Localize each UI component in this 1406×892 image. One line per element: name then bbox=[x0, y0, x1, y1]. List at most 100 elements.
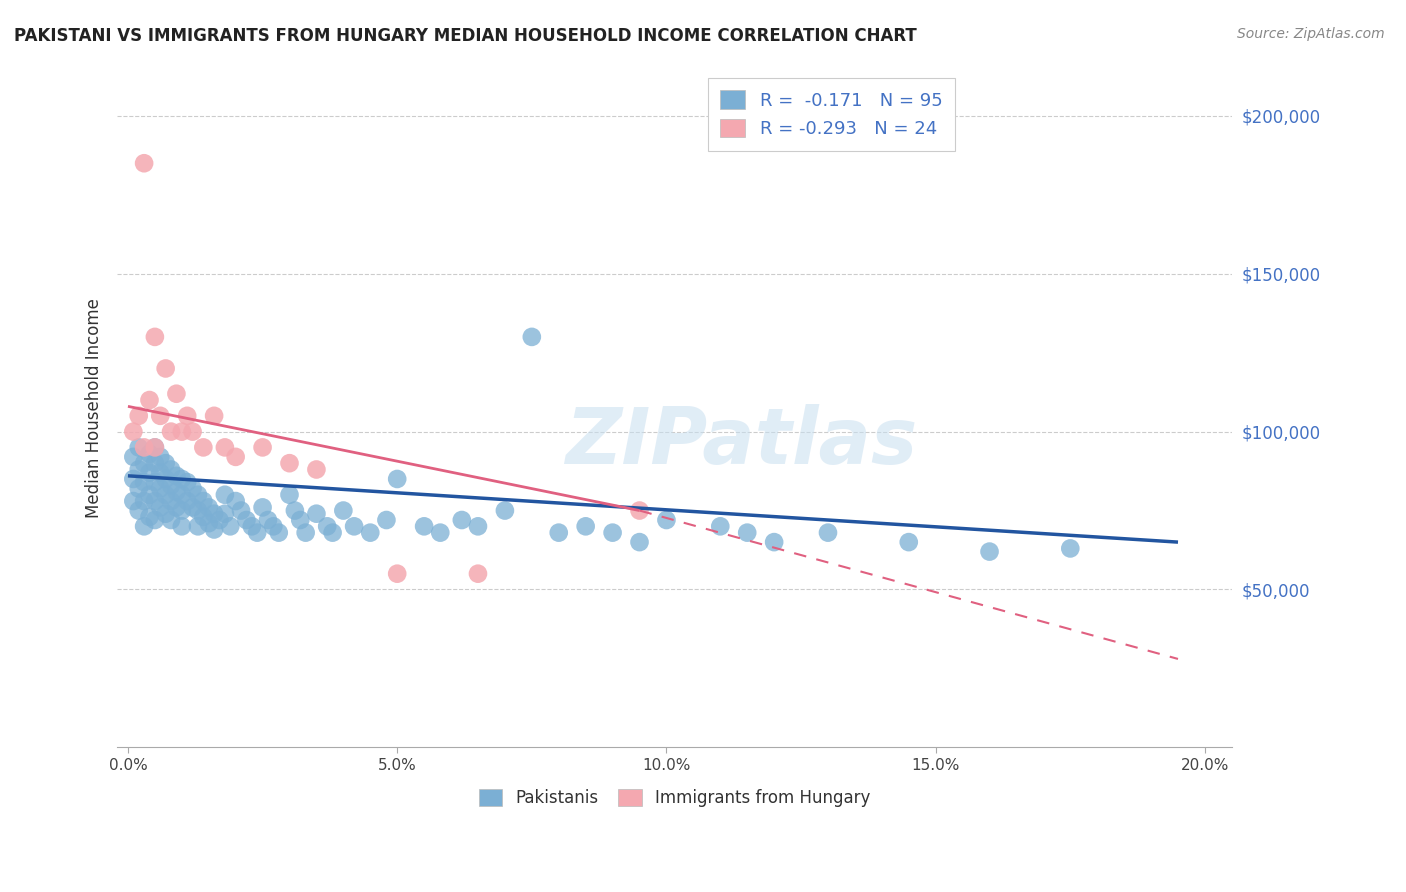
Point bbox=[235, 513, 257, 527]
Y-axis label: Median Household Income: Median Household Income bbox=[86, 298, 103, 518]
Point bbox=[332, 503, 354, 517]
Point bbox=[160, 494, 183, 508]
Point bbox=[278, 456, 301, 470]
Point bbox=[735, 525, 758, 540]
Point bbox=[284, 503, 307, 517]
Point bbox=[143, 513, 166, 527]
Point bbox=[202, 409, 225, 423]
Point bbox=[155, 456, 177, 470]
Point bbox=[305, 507, 328, 521]
Point bbox=[252, 441, 274, 455]
Point bbox=[181, 500, 204, 515]
Point bbox=[122, 425, 145, 439]
Point bbox=[170, 488, 193, 502]
Point bbox=[122, 450, 145, 464]
Point bbox=[655, 513, 678, 527]
Point bbox=[128, 409, 150, 423]
Point bbox=[149, 450, 172, 464]
Point bbox=[165, 386, 187, 401]
Point bbox=[709, 519, 731, 533]
Point bbox=[267, 525, 290, 540]
Point bbox=[176, 409, 198, 423]
Point bbox=[290, 513, 312, 527]
Point bbox=[143, 330, 166, 344]
Point bbox=[155, 507, 177, 521]
Point bbox=[252, 500, 274, 515]
Point bbox=[143, 494, 166, 508]
Point bbox=[176, 494, 198, 508]
Point bbox=[132, 156, 155, 170]
Point bbox=[547, 525, 569, 540]
Point bbox=[450, 513, 472, 527]
Point bbox=[155, 488, 177, 502]
Point bbox=[817, 525, 839, 540]
Point bbox=[387, 566, 409, 581]
Point bbox=[165, 500, 187, 515]
Point bbox=[257, 513, 280, 527]
Point bbox=[225, 494, 247, 508]
Point bbox=[187, 503, 209, 517]
Point bbox=[979, 544, 1001, 558]
Point bbox=[155, 472, 177, 486]
Point bbox=[575, 519, 598, 533]
Point bbox=[128, 482, 150, 496]
Point bbox=[132, 519, 155, 533]
Point bbox=[375, 513, 398, 527]
Point bbox=[193, 509, 215, 524]
Point bbox=[387, 472, 409, 486]
Point bbox=[246, 525, 269, 540]
Point bbox=[628, 503, 651, 517]
Point bbox=[128, 503, 150, 517]
Point bbox=[160, 425, 183, 439]
Point bbox=[193, 441, 215, 455]
Point bbox=[202, 523, 225, 537]
Point bbox=[197, 500, 219, 515]
Point bbox=[305, 462, 328, 476]
Point bbox=[143, 441, 166, 455]
Point bbox=[467, 566, 489, 581]
Text: ZIPatlas: ZIPatlas bbox=[565, 404, 918, 480]
Point bbox=[763, 535, 786, 549]
Point bbox=[149, 409, 172, 423]
Point bbox=[149, 466, 172, 480]
Point bbox=[187, 519, 209, 533]
Point bbox=[602, 525, 624, 540]
Point bbox=[181, 482, 204, 496]
Point bbox=[132, 456, 155, 470]
Point bbox=[278, 488, 301, 502]
Text: PAKISTANI VS IMMIGRANTS FROM HUNGARY MEDIAN HOUSEHOLD INCOME CORRELATION CHART: PAKISTANI VS IMMIGRANTS FROM HUNGARY MED… bbox=[14, 27, 917, 45]
Point bbox=[214, 441, 236, 455]
Point bbox=[149, 482, 172, 496]
Text: Source: ZipAtlas.com: Source: ZipAtlas.com bbox=[1237, 27, 1385, 41]
Point bbox=[138, 447, 160, 461]
Point bbox=[520, 330, 543, 344]
Point bbox=[229, 503, 252, 517]
Point bbox=[225, 450, 247, 464]
Point bbox=[160, 513, 183, 527]
Point bbox=[138, 488, 160, 502]
Point bbox=[170, 472, 193, 486]
Point bbox=[187, 488, 209, 502]
Point bbox=[359, 525, 381, 540]
Point bbox=[132, 494, 155, 508]
Point bbox=[143, 475, 166, 490]
Point bbox=[132, 475, 155, 490]
Point bbox=[155, 361, 177, 376]
Point bbox=[294, 525, 316, 540]
Point bbox=[122, 494, 145, 508]
Point bbox=[316, 519, 339, 533]
Point bbox=[219, 519, 242, 533]
Point bbox=[149, 500, 172, 515]
Point bbox=[160, 462, 183, 476]
Point bbox=[628, 535, 651, 549]
Point bbox=[132, 441, 155, 455]
Point bbox=[181, 425, 204, 439]
Point bbox=[467, 519, 489, 533]
Point bbox=[897, 535, 920, 549]
Point bbox=[343, 519, 366, 533]
Point bbox=[494, 503, 516, 517]
Point bbox=[165, 484, 187, 499]
Point bbox=[138, 466, 160, 480]
Point bbox=[413, 519, 436, 533]
Point bbox=[193, 494, 215, 508]
